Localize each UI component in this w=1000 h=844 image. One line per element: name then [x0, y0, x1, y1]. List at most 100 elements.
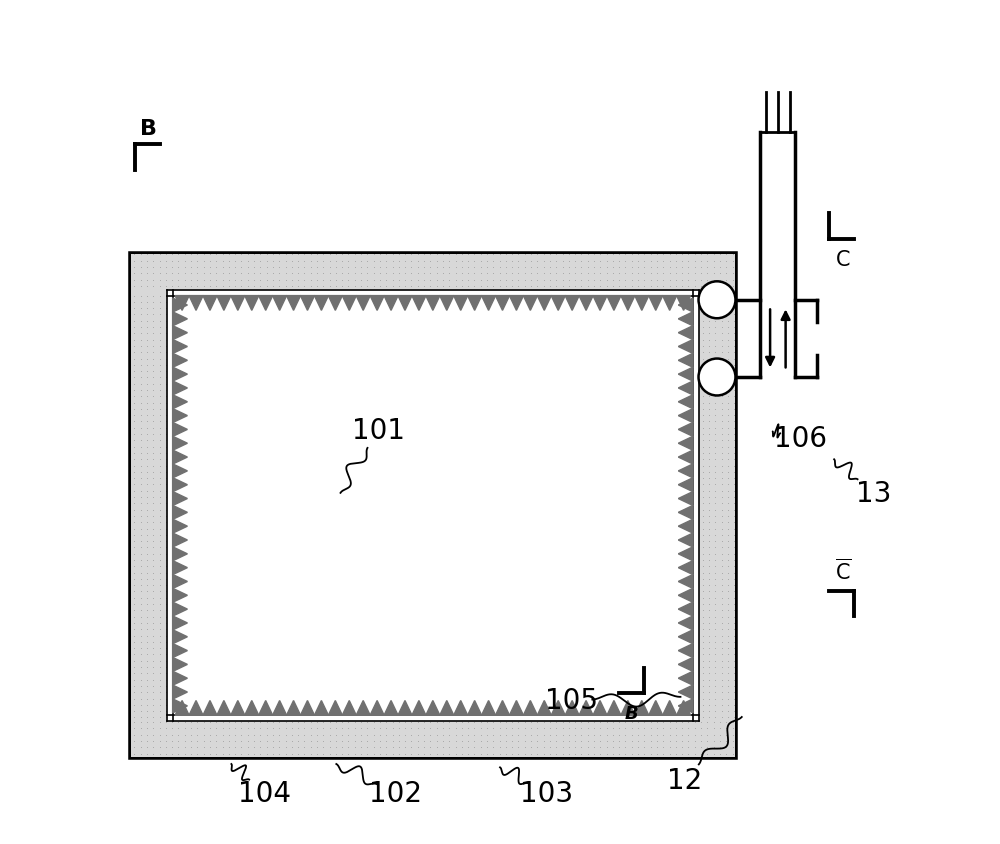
- Polygon shape: [551, 701, 565, 716]
- Polygon shape: [678, 575, 693, 589]
- Polygon shape: [426, 701, 440, 716]
- Polygon shape: [440, 296, 454, 311]
- Polygon shape: [173, 699, 187, 713]
- Polygon shape: [593, 701, 607, 716]
- Polygon shape: [398, 701, 412, 716]
- Polygon shape: [678, 395, 693, 409]
- Polygon shape: [173, 644, 187, 657]
- Polygon shape: [314, 296, 328, 311]
- Text: 13: 13: [856, 479, 891, 507]
- Polygon shape: [286, 296, 301, 311]
- Polygon shape: [412, 701, 426, 716]
- Polygon shape: [678, 340, 693, 354]
- Polygon shape: [189, 701, 203, 716]
- Bar: [131, 290, 167, 722]
- Polygon shape: [678, 368, 693, 381]
- Polygon shape: [678, 671, 693, 685]
- Polygon shape: [273, 701, 287, 716]
- Polygon shape: [173, 492, 187, 506]
- Polygon shape: [173, 409, 187, 423]
- Polygon shape: [286, 701, 301, 716]
- Polygon shape: [203, 296, 217, 311]
- Polygon shape: [678, 506, 693, 520]
- Polygon shape: [245, 701, 259, 716]
- Polygon shape: [173, 327, 187, 340]
- Polygon shape: [175, 296, 189, 311]
- Polygon shape: [678, 409, 693, 423]
- Polygon shape: [678, 588, 693, 603]
- Polygon shape: [509, 296, 523, 311]
- Polygon shape: [173, 616, 187, 630]
- Polygon shape: [231, 701, 245, 716]
- Polygon shape: [173, 520, 187, 533]
- Polygon shape: [551, 296, 565, 311]
- Bar: [699, 290, 735, 722]
- Polygon shape: [607, 296, 621, 311]
- Polygon shape: [663, 701, 677, 716]
- Polygon shape: [426, 296, 440, 311]
- Polygon shape: [677, 296, 691, 311]
- Polygon shape: [635, 701, 649, 716]
- Polygon shape: [678, 327, 693, 340]
- Polygon shape: [273, 296, 287, 311]
- Polygon shape: [678, 299, 693, 312]
- Polygon shape: [593, 296, 607, 311]
- Text: 104: 104: [238, 780, 291, 808]
- Polygon shape: [328, 701, 342, 716]
- Bar: [131, 254, 735, 757]
- Polygon shape: [495, 701, 510, 716]
- Polygon shape: [173, 395, 187, 409]
- Polygon shape: [678, 354, 693, 368]
- Polygon shape: [173, 451, 187, 464]
- Text: C: C: [836, 249, 851, 269]
- Polygon shape: [678, 616, 693, 630]
- Polygon shape: [173, 588, 187, 603]
- Polygon shape: [454, 296, 468, 311]
- Polygon shape: [412, 296, 426, 311]
- Polygon shape: [468, 296, 482, 311]
- Polygon shape: [678, 699, 693, 713]
- Polygon shape: [621, 701, 635, 716]
- Polygon shape: [678, 492, 693, 506]
- Polygon shape: [173, 299, 187, 312]
- Polygon shape: [678, 561, 693, 575]
- Polygon shape: [537, 701, 551, 716]
- Polygon shape: [342, 701, 356, 716]
- Polygon shape: [565, 296, 579, 311]
- Polygon shape: [173, 478, 187, 492]
- Polygon shape: [356, 701, 370, 716]
- Polygon shape: [173, 561, 187, 575]
- Polygon shape: [384, 701, 398, 716]
- Polygon shape: [621, 296, 635, 311]
- Polygon shape: [678, 685, 693, 700]
- Polygon shape: [678, 312, 693, 327]
- Polygon shape: [482, 296, 496, 311]
- Polygon shape: [523, 701, 537, 716]
- Polygon shape: [173, 312, 187, 327]
- Text: 103: 103: [520, 780, 573, 808]
- Polygon shape: [173, 603, 187, 616]
- Polygon shape: [173, 657, 187, 672]
- Polygon shape: [678, 478, 693, 492]
- Polygon shape: [678, 464, 693, 479]
- Polygon shape: [607, 701, 621, 716]
- Polygon shape: [175, 701, 189, 716]
- Polygon shape: [189, 296, 203, 311]
- Polygon shape: [579, 701, 593, 716]
- Polygon shape: [649, 701, 663, 716]
- Polygon shape: [495, 296, 510, 311]
- Polygon shape: [173, 630, 187, 644]
- Polygon shape: [678, 451, 693, 464]
- Polygon shape: [173, 354, 187, 368]
- Polygon shape: [300, 701, 315, 716]
- Polygon shape: [370, 701, 384, 716]
- Bar: [131, 254, 735, 290]
- Polygon shape: [440, 701, 454, 716]
- Circle shape: [699, 282, 735, 319]
- Text: $\overline{\mathregular{C}}$: $\overline{\mathregular{C}}$: [835, 558, 852, 583]
- Polygon shape: [678, 520, 693, 533]
- Polygon shape: [635, 296, 649, 311]
- Polygon shape: [173, 464, 187, 479]
- Polygon shape: [173, 685, 187, 700]
- Polygon shape: [328, 296, 342, 311]
